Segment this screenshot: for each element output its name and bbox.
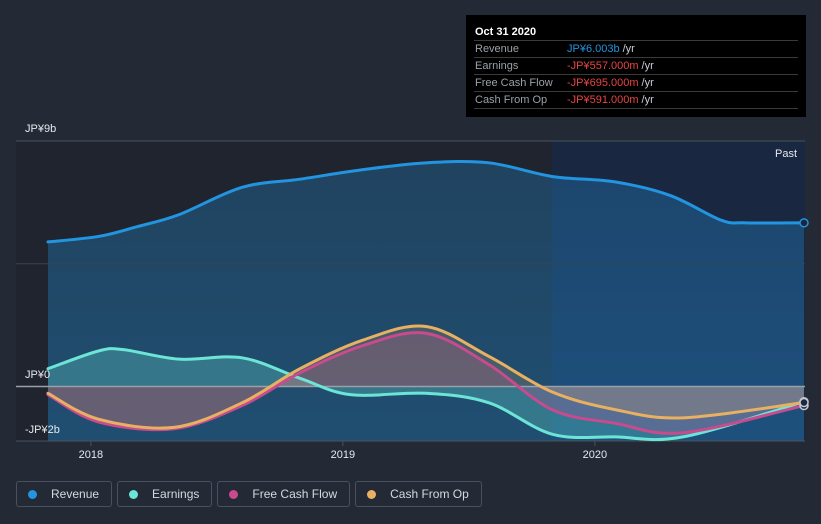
legend-dot-icon <box>229 489 239 499</box>
y-tick-label: JP¥9b <box>25 123 56 135</box>
tooltip-row-free-cash-flow: Free Cash Flow -JP¥695.000m /yr <box>474 75 798 92</box>
area-cash-from-op <box>48 325 804 429</box>
tooltip-value: -JP¥591.000m <box>567 94 639 106</box>
tooltip: Oct 31 2020 Revenue JP¥6.003b /yr Earnin… <box>466 15 806 117</box>
legend-dot-icon <box>367 489 377 499</box>
x-axis: 2018 2019 2020 <box>79 449 607 461</box>
y-axis: JP¥9b JP¥0 -JP¥2b <box>25 123 60 436</box>
legend-label: Free Cash Flow <box>252 487 338 501</box>
area-revenue <box>48 161 804 441</box>
tooltip-label: Earnings <box>475 60 519 72</box>
line-earnings <box>46 347 806 442</box>
tooltip-unit: /yr <box>622 43 635 55</box>
legend-item-revenue[interactable]: Revenue <box>16 481 113 507</box>
tooltip-row-cash-from-op: Cash From Op -JP¥591.000m /yr <box>474 92 798 109</box>
gridlines <box>16 140 805 446</box>
area-earnings <box>48 348 804 440</box>
x-tick-label: 2018 <box>79 449 103 461</box>
line-revenue <box>46 160 806 244</box>
end-marker-cash-from-op <box>799 397 809 408</box>
tooltip-row-revenue: Revenue JP¥6.003b /yr <box>474 41 798 58</box>
tooltip-unit: /yr <box>641 94 654 106</box>
legend-item-earnings[interactable]: Earnings <box>117 481 213 507</box>
x-tick-label: 2019 <box>331 449 355 461</box>
line-cash-from-op <box>46 324 806 430</box>
tooltip-unit: /yr <box>641 77 654 89</box>
tooltip-value: -JP¥695.000m <box>567 77 639 89</box>
tooltip-date: Oct 31 2020 <box>474 24 798 41</box>
legend-item-cash-from-op[interactable]: Cash From Op <box>355 481 482 507</box>
legend-item-free-cash-flow[interactable]: Free Cash Flow <box>217 481 351 507</box>
series-lines <box>46 160 806 442</box>
end-markers <box>799 218 809 411</box>
tooltip-label: Cash From Op <box>475 94 548 106</box>
y-tick-label: -JP¥2b <box>25 424 60 436</box>
legend-dot-icon <box>129 489 139 499</box>
tooltip-value: JP¥6.003b <box>567 43 620 55</box>
end-marker-revenue <box>799 218 809 228</box>
tooltip-label: Free Cash Flow <box>475 77 553 89</box>
past-label: Past <box>775 148 797 160</box>
tooltip-row-earnings: Earnings -JP¥557.000m /yr <box>474 58 798 75</box>
legend: Revenue Earnings Free Cash Flow Cash Fro… <box>16 481 482 507</box>
tooltip-unit: /yr <box>641 60 654 72</box>
tooltip-label: Revenue <box>475 43 520 55</box>
legend-dot-icon <box>28 489 37 499</box>
legend-label: Revenue <box>51 487 100 501</box>
x-tick-label: 2020 <box>583 449 607 461</box>
tooltip-value: -JP¥557.000m <box>567 60 639 72</box>
legend-label: Earnings <box>152 487 200 501</box>
y-tick-label: JP¥0 <box>25 369 50 381</box>
legend-label: Cash From Op <box>390 487 469 501</box>
